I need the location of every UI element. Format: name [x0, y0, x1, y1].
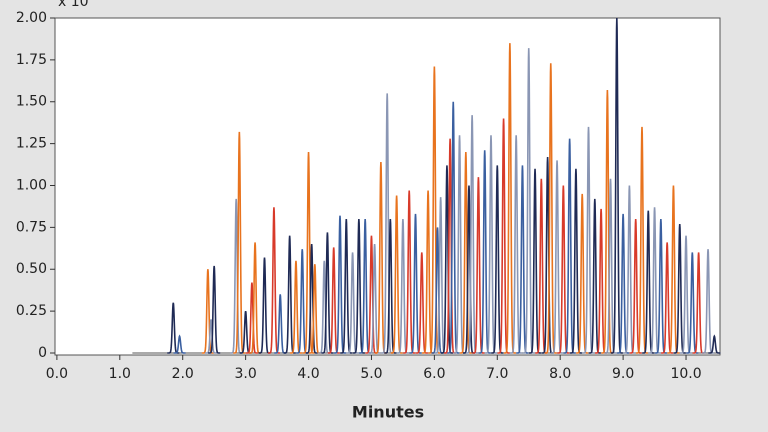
- peak: [516, 165, 529, 354]
- peak: [642, 210, 655, 354]
- peak: [478, 150, 491, 354]
- x-tick-label: 0.0: [46, 366, 68, 382]
- peak: [635, 126, 649, 354]
- peak: [576, 193, 589, 354]
- peak: [459, 151, 472, 354]
- x-tick-label: 1.0: [109, 366, 131, 382]
- peak: [667, 185, 680, 354]
- peak: [233, 131, 246, 354]
- peak: [563, 138, 576, 354]
- peak: [390, 195, 403, 354]
- peak: [588, 198, 601, 354]
- peak: [346, 252, 359, 354]
- peak: [321, 232, 334, 354]
- peak: [302, 151, 315, 354]
- y-tick-label: 0.25: [16, 303, 47, 319]
- peak: [396, 218, 409, 354]
- y-tick-label: 1.25: [16, 136, 47, 152]
- peak: [368, 244, 381, 354]
- peak: [340, 218, 353, 354]
- peak: [604, 178, 617, 354]
- peak: [686, 252, 699, 354]
- x-tick-label: 10.0: [670, 366, 701, 382]
- peak: [582, 126, 595, 354]
- x-tick-label: 5.0: [360, 366, 382, 382]
- x-tick-label: 9.0: [612, 366, 634, 382]
- x-axis-label: Minutes: [352, 403, 424, 422]
- peak: [544, 63, 557, 354]
- peak: [403, 190, 416, 354]
- y-tick-label: 0.50: [16, 261, 47, 277]
- peak: [484, 135, 498, 354]
- x-tick-label: 7.0: [486, 366, 508, 382]
- peak: [267, 207, 280, 354]
- peak: [528, 168, 542, 354]
- y-tick-label: 0: [38, 345, 47, 361]
- peak: [289, 260, 302, 354]
- peak: [661, 242, 674, 354]
- peak: [522, 48, 535, 354]
- peak: [503, 43, 516, 354]
- x-tick-label: 6.0: [423, 366, 445, 382]
- peak: [384, 218, 397, 354]
- axis-note: x 10: [58, 0, 89, 10]
- peak: [245, 282, 258, 354]
- peak: [173, 334, 186, 354]
- peak: [623, 185, 636, 354]
- peak: [283, 235, 296, 354]
- peak: [447, 101, 460, 354]
- peak: [654, 218, 667, 354]
- y-tick-label: 1.50: [16, 94, 47, 110]
- peak: [708, 334, 721, 354]
- peak: [510, 135, 523, 354]
- peak: [466, 115, 479, 354]
- peak: [415, 252, 428, 354]
- x-tick-label: 8.0: [549, 366, 571, 382]
- x-tick-label: 2.0: [172, 366, 194, 382]
- peak: [648, 207, 661, 354]
- peak: [333, 215, 347, 354]
- peak: [440, 165, 453, 354]
- peak: [497, 118, 510, 354]
- peak: [204, 319, 218, 354]
- peak: [673, 223, 686, 354]
- x-tick-label: 4.0: [297, 366, 319, 382]
- y-tick-label: 1.00: [16, 177, 47, 193]
- peak: [409, 213, 422, 354]
- peak: [428, 66, 441, 354]
- y-tick-label: 2.00: [16, 10, 47, 26]
- peak: [551, 160, 564, 354]
- peak: [679, 235, 693, 354]
- peak: [352, 218, 365, 354]
- peak: [491, 165, 504, 354]
- peak: [201, 269, 214, 354]
- peak: [327, 247, 340, 354]
- peak: [569, 168, 582, 354]
- peak: [208, 265, 221, 354]
- peak: [557, 185, 570, 354]
- y-tick-label: 0.75: [16, 219, 47, 235]
- peak: [305, 244, 318, 354]
- peak: [610, 17, 623, 354]
- y-tick-label: 1.75: [16, 52, 47, 68]
- x-tick-label: 3.0: [234, 366, 256, 382]
- peak: [629, 218, 642, 354]
- peak: [472, 177, 485, 354]
- peak: [617, 213, 630, 354]
